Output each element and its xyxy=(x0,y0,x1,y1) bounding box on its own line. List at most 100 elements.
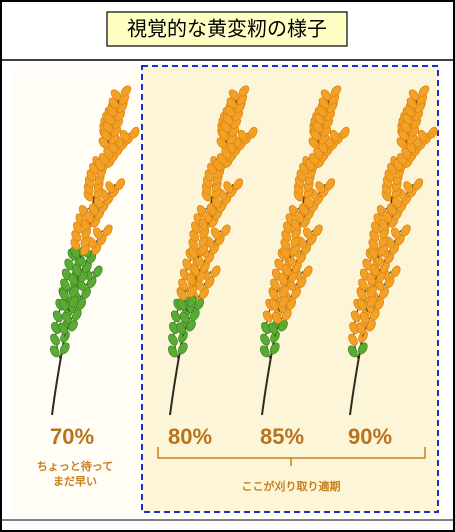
grain xyxy=(178,278,188,291)
grain xyxy=(406,97,418,109)
grain xyxy=(347,345,358,358)
grain xyxy=(92,265,103,278)
grain xyxy=(403,181,414,194)
stage-label: 85% xyxy=(260,424,304,449)
grain xyxy=(362,258,373,271)
grain xyxy=(176,322,186,335)
grain xyxy=(108,97,120,109)
grain xyxy=(348,333,358,346)
grain xyxy=(60,278,70,291)
grain xyxy=(202,211,213,224)
grain xyxy=(72,264,82,277)
grain xyxy=(402,113,414,125)
grain xyxy=(357,288,367,301)
grain xyxy=(390,227,401,240)
grain xyxy=(226,97,238,109)
grain xyxy=(302,227,313,240)
grain xyxy=(52,310,63,323)
grain xyxy=(222,113,234,125)
grain xyxy=(359,311,370,324)
grain xyxy=(64,258,75,271)
grain xyxy=(312,224,323,237)
grain xyxy=(61,311,72,324)
grain xyxy=(69,295,79,308)
grain xyxy=(318,97,330,109)
grain xyxy=(224,105,236,117)
grain xyxy=(298,203,309,216)
panicle xyxy=(259,85,350,416)
grain xyxy=(170,310,181,323)
grain xyxy=(59,298,69,311)
grain xyxy=(367,295,377,308)
grain xyxy=(371,221,381,234)
title-box xyxy=(106,11,348,47)
grain xyxy=(119,129,130,142)
grain xyxy=(270,278,280,291)
grain xyxy=(269,288,279,301)
grain xyxy=(223,181,234,194)
grain xyxy=(283,221,293,234)
grain xyxy=(187,295,197,308)
grain xyxy=(378,218,389,231)
grain xyxy=(106,105,118,117)
grain xyxy=(315,181,326,194)
title: 視覚的な黄変籾の様子 xyxy=(127,17,327,41)
grain xyxy=(49,345,60,358)
grain xyxy=(350,310,361,323)
grain xyxy=(102,224,113,237)
grain xyxy=(228,89,240,101)
grain xyxy=(220,224,231,237)
stage-note: まだ早い xyxy=(53,475,97,488)
stage-label: 90% xyxy=(348,424,392,449)
grain xyxy=(177,298,187,311)
stage-label: 80% xyxy=(168,424,212,449)
grain xyxy=(386,203,397,216)
grain xyxy=(206,203,217,216)
stage-note: ちょっと待って xyxy=(37,459,113,473)
grain xyxy=(198,218,209,231)
grain xyxy=(339,126,350,139)
grain xyxy=(238,85,250,97)
grain xyxy=(59,342,70,355)
grain xyxy=(282,264,292,277)
panicle xyxy=(167,85,258,416)
grain xyxy=(68,273,78,286)
grain xyxy=(88,203,99,216)
grain xyxy=(59,288,69,301)
grain xyxy=(73,221,83,234)
grain xyxy=(247,126,258,139)
grain xyxy=(210,265,221,278)
grain xyxy=(69,285,79,298)
grain xyxy=(329,129,340,142)
grain xyxy=(357,342,368,355)
grain xyxy=(417,129,428,142)
grain xyxy=(290,218,301,231)
grain xyxy=(190,264,200,277)
grain xyxy=(358,278,368,291)
grain xyxy=(294,211,305,224)
grain xyxy=(278,273,288,286)
grain xyxy=(279,285,289,298)
grain xyxy=(115,178,126,191)
grain xyxy=(233,178,244,191)
grain xyxy=(330,85,342,97)
bracket-label: ここが刈り取り適期 xyxy=(242,479,341,493)
grain xyxy=(269,342,280,355)
grain xyxy=(413,178,424,191)
grain xyxy=(177,288,187,301)
grain xyxy=(314,113,326,125)
grain xyxy=(80,218,91,231)
grain xyxy=(237,129,248,142)
grain xyxy=(191,221,201,234)
grain xyxy=(382,211,393,224)
grain xyxy=(262,310,273,323)
grain xyxy=(316,105,328,117)
grain xyxy=(404,105,416,117)
grain xyxy=(58,322,68,335)
grain xyxy=(427,126,438,139)
grain xyxy=(129,126,140,139)
grain xyxy=(370,264,380,277)
grain xyxy=(92,227,103,240)
grain xyxy=(259,345,270,358)
